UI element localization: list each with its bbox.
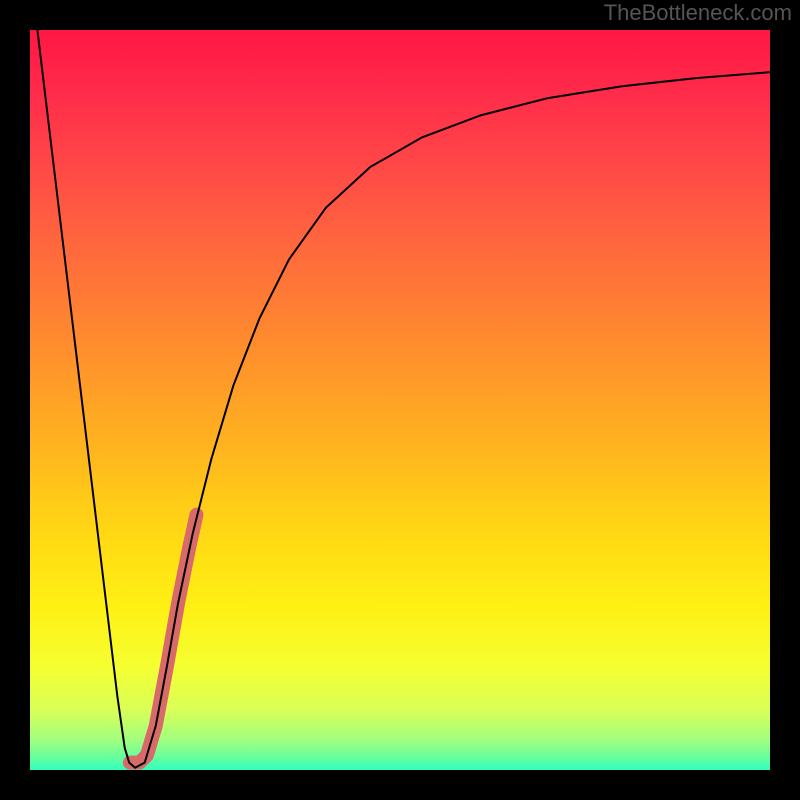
chart-svg (0, 0, 800, 800)
plot-background (30, 30, 770, 770)
bottleneck-chart: TheBottleneck.com (0, 0, 800, 800)
watermark-text: TheBottleneck.com (604, 0, 792, 26)
